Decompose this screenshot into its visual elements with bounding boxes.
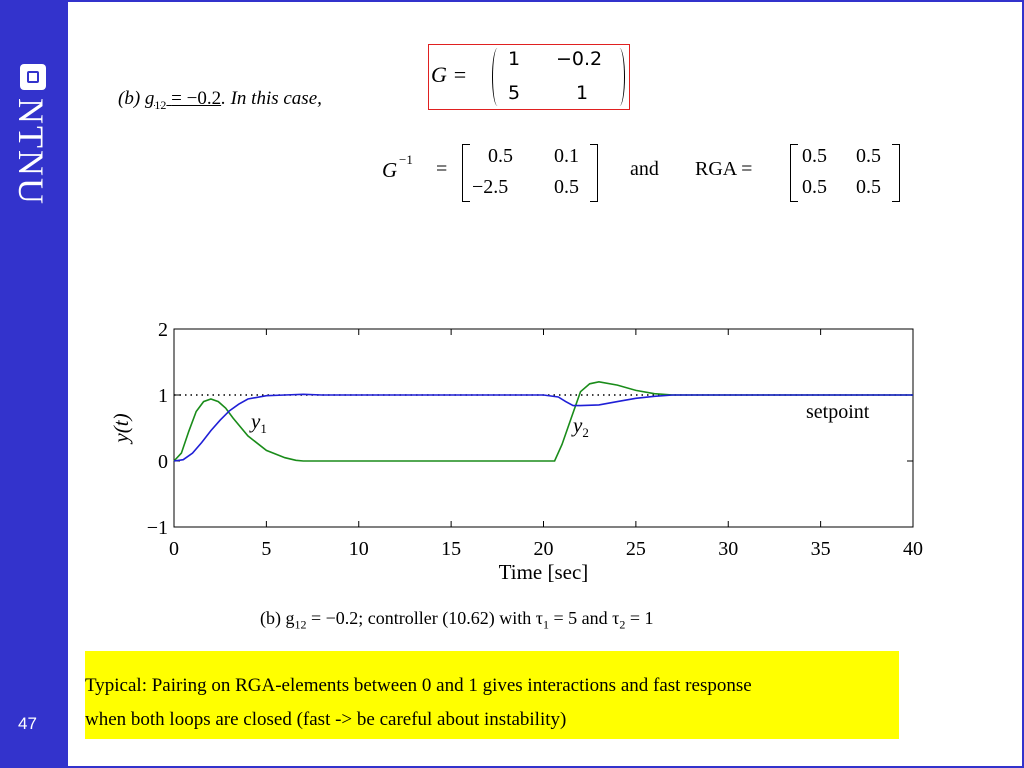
g-matrix-cell-21: 5 <box>508 82 521 104</box>
g-matrix-label: G = <box>431 62 468 87</box>
rga-cell-11: 0.5 <box>802 145 827 167</box>
g-inverse-cell-21: −2.5 <box>472 176 509 198</box>
g-inverse-cell-22: 0.5 <box>554 176 579 198</box>
page-number: 47 <box>18 714 37 733</box>
ntnu-logo-icon <box>20 64 46 90</box>
setpoint-series-label: setpoint <box>806 401 870 423</box>
caption-sub-b: 1 <box>543 617 549 632</box>
plot-frame <box>173 328 914 528</box>
g-value: = −0.2 <box>171 88 222 109</box>
caption-sub-c: 2 <box>619 617 626 632</box>
x-tick-label: 5 <box>261 538 271 560</box>
g-matrix-cell-12: −0.2 <box>556 48 603 70</box>
g-inverse-label: G <box>382 158 398 182</box>
x-tick-label: 40 <box>903 538 923 560</box>
note-line-1: Typical: Pairing on RGA-elements between… <box>85 675 752 696</box>
caption-a: (b) g <box>260 608 295 628</box>
case-equation: g12 = −0.2 <box>144 88 222 112</box>
sidebar: NTNU 47 <box>0 0 68 768</box>
x-tick-label: 10 <box>349 538 369 560</box>
y1-series-label: y1 <box>249 409 267 436</box>
rga-cell-21: 0.5 <box>802 176 827 198</box>
x-axis-label: Time [sec] <box>499 560 589 584</box>
y2-series-label: y2 <box>571 413 589 440</box>
caption-c: = 5 and τ <box>549 608 620 628</box>
y-tick-label: −1 <box>147 517 168 539</box>
g-inverse-superscript: −1 <box>399 152 413 167</box>
rga-label: RGA = <box>695 158 753 180</box>
y-axis-label: y(t) <box>109 413 133 444</box>
note-box: Typical: Pairing on RGA-elements between… <box>85 651 899 739</box>
case-heading: (b) g12 = −0.2. In this case, <box>118 88 322 113</box>
g-inverse-equals: = <box>436 158 448 180</box>
g-symbol: g <box>144 88 155 109</box>
series-line-y2 <box>173 380 913 462</box>
frame-right-border <box>1022 0 1024 768</box>
g-matrix-left-paren <box>492 48 503 106</box>
g-inverse-right-bracket <box>590 144 598 202</box>
caption-d: = 1 <box>625 608 654 628</box>
series-line-y1 <box>173 393 913 462</box>
note-line-2: when both loops are closed (fast -> be c… <box>85 709 567 730</box>
g-inverse-cell-11: 0.5 <box>488 145 513 167</box>
x-tick-label: 0 <box>169 538 179 560</box>
rga-right-bracket <box>892 144 900 202</box>
x-tick-label: 25 <box>626 538 646 560</box>
y-tick-label: 0 <box>158 451 168 473</box>
case-prefix: (b) <box>118 88 141 109</box>
rga-cell-12: 0.5 <box>856 145 881 167</box>
g-matrix-cell-11: 1 <box>508 48 521 70</box>
y-tick-label: 2 <box>158 319 168 341</box>
frame-bottom-border <box>0 766 1024 768</box>
case-suffix: . In this case, <box>221 88 322 109</box>
g-subscript: 12 <box>154 97 167 112</box>
g-matrix-box <box>428 44 630 110</box>
g-matrix-right-paren <box>614 48 625 106</box>
y-tick-label: 1 <box>158 385 168 407</box>
rga-left-bracket <box>790 144 798 202</box>
rga-cell-22: 0.5 <box>856 176 881 198</box>
g-inverse-left-bracket <box>462 144 470 202</box>
x-tick-label: 15 <box>441 538 461 560</box>
x-tick-label: 35 <box>811 538 831 560</box>
frame-top-border <box>0 0 1024 2</box>
caption-b: = −0.2; controller (10.62) with τ <box>306 608 543 628</box>
x-tick-label: 30 <box>718 538 738 560</box>
and-connector: and <box>630 158 659 180</box>
g-matrix-cell-22: 1 <box>576 82 589 104</box>
x-tick-label: 20 <box>534 538 554 560</box>
figure-caption: (b) g12 = −0.2; controller (10.62) with … <box>260 608 654 633</box>
g-inverse-cell-12: 0.1 <box>554 145 579 167</box>
caption-sub-a: 12 <box>294 617 307 632</box>
